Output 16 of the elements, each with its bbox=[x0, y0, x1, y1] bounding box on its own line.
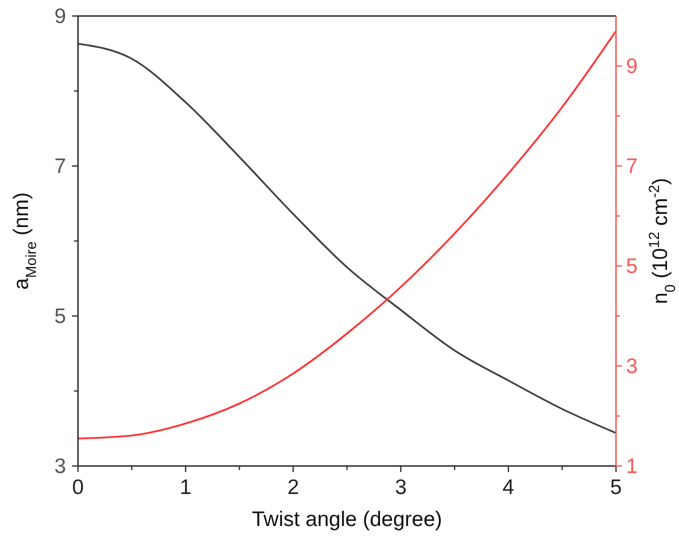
y2-tick-label: 5 bbox=[626, 255, 638, 278]
x-tick-label: 1 bbox=[180, 476, 192, 499]
y-tick-label: 9 bbox=[54, 5, 66, 28]
x-axis-title: Twist angle (degree) bbox=[252, 508, 442, 531]
x-tick-label: 4 bbox=[502, 476, 515, 499]
y2-tick-label: 9 bbox=[626, 55, 638, 78]
y2-tick-label: 1 bbox=[626, 455, 638, 478]
y-tick-label: 5 bbox=[54, 305, 66, 328]
x-tick-label: 0 bbox=[72, 476, 84, 499]
y2-tick-label: 3 bbox=[626, 355, 638, 378]
x-tick-label: 5 bbox=[610, 476, 622, 499]
x-tick-label: 2 bbox=[287, 476, 300, 499]
y-tick-label: 7 bbox=[54, 155, 66, 178]
y-tick-label: 3 bbox=[54, 455, 66, 478]
y2-tick-label: 7 bbox=[626, 155, 638, 178]
x-tick-label: 3 bbox=[394, 476, 407, 499]
